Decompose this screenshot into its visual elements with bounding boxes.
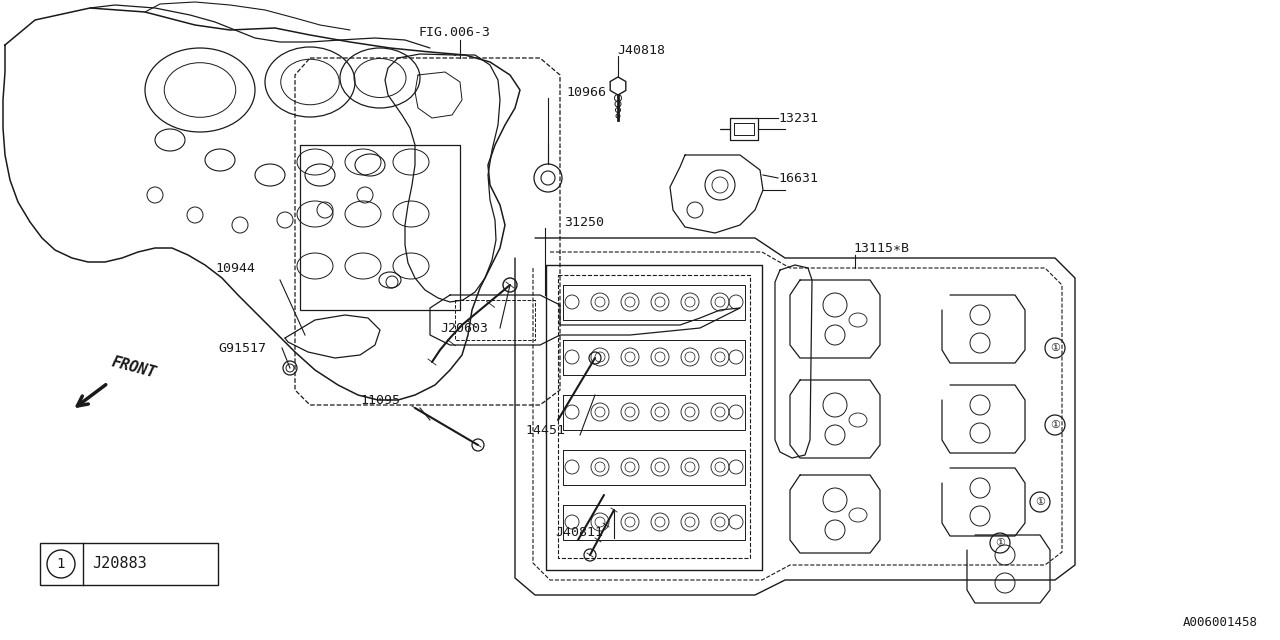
Text: J40811: J40811 bbox=[556, 525, 603, 538]
Text: 14451: 14451 bbox=[525, 424, 564, 436]
Text: 16631: 16631 bbox=[778, 172, 818, 184]
Text: ①: ① bbox=[1036, 497, 1044, 507]
Text: 13231: 13231 bbox=[778, 111, 818, 125]
Text: 11095: 11095 bbox=[360, 394, 399, 406]
Text: J20603: J20603 bbox=[440, 321, 488, 335]
Text: A006001458: A006001458 bbox=[1183, 616, 1258, 628]
Text: J20883: J20883 bbox=[92, 557, 147, 572]
Text: 10966: 10966 bbox=[566, 86, 605, 99]
Bar bbox=[40, 543, 218, 585]
Text: FRONT: FRONT bbox=[110, 355, 157, 381]
Text: 31250: 31250 bbox=[564, 216, 604, 228]
Text: 10944: 10944 bbox=[215, 262, 255, 275]
Text: 13115∗B: 13115∗B bbox=[852, 241, 909, 255]
Text: FIG.006-3: FIG.006-3 bbox=[419, 26, 490, 38]
Text: G91517: G91517 bbox=[218, 342, 266, 355]
Text: J40818: J40818 bbox=[617, 44, 666, 56]
Text: ①: ① bbox=[1050, 343, 1060, 353]
Text: ①: ① bbox=[995, 538, 1005, 548]
Text: 1: 1 bbox=[56, 557, 65, 571]
Text: ①: ① bbox=[1050, 420, 1060, 430]
